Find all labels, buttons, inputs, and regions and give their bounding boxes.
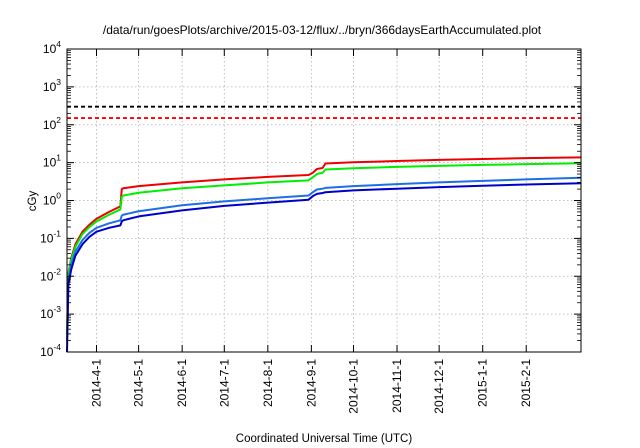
y-tick-label: 102 — [43, 115, 61, 132]
x-tick-label: 2014-8-1 — [261, 359, 275, 407]
x-tick-label: 2015-1-1 — [476, 359, 490, 407]
series-line — [66, 156, 582, 334]
y-tick-label: 101 — [43, 153, 61, 170]
y-tick-label: 104 — [43, 39, 61, 56]
x-tick-label: 2014-10-1 — [346, 359, 360, 414]
x-tick-label: 2014-7-1 — [217, 359, 231, 407]
y-tick-label: 10-1 — [40, 228, 61, 245]
y-tick-label: 10-3 — [40, 304, 61, 321]
series-line — [66, 182, 582, 353]
x-tick-label: 2014-5-1 — [132, 359, 146, 407]
x-tick-label: 2014-9-1 — [304, 359, 318, 407]
x-tick-label: 2015-2-1 — [519, 359, 533, 407]
series-lines — [66, 156, 582, 353]
y-tick-label: 103 — [43, 77, 61, 94]
y-tick-label: 10-4 — [40, 342, 61, 359]
y-axis-ticks: 10-4 10-3 10-2 10-1 100 101 102 103 104 — [40, 39, 581, 359]
threshold-lines — [67, 105, 581, 119]
x-tick-label: 2014-6-1 — [175, 359, 189, 407]
y-axis-label: cGy — [27, 191, 39, 212]
grid — [67, 49, 581, 352]
x-axis-ticks: 2014-4-1 2014-5-1 2014-6-1 2014-7-1 2014-8-1… — [89, 49, 533, 414]
y-tick-label: 10-2 — [40, 266, 61, 283]
chart-title: /data/run/goesPlots/archive/2015-03-12/f… — [103, 23, 542, 37]
series-line — [66, 176, 582, 341]
x-tick-label: 2014-11-1 — [390, 359, 404, 413]
x-tick-label: 2014-12-1 — [432, 359, 446, 414]
y-tick-label: 100 — [43, 191, 61, 208]
x-axis-label: Coordinated Universal Time (UTC) — [236, 433, 413, 445]
x-tick-label: 2014-4-1 — [89, 359, 103, 407]
series-line — [66, 162, 582, 334]
